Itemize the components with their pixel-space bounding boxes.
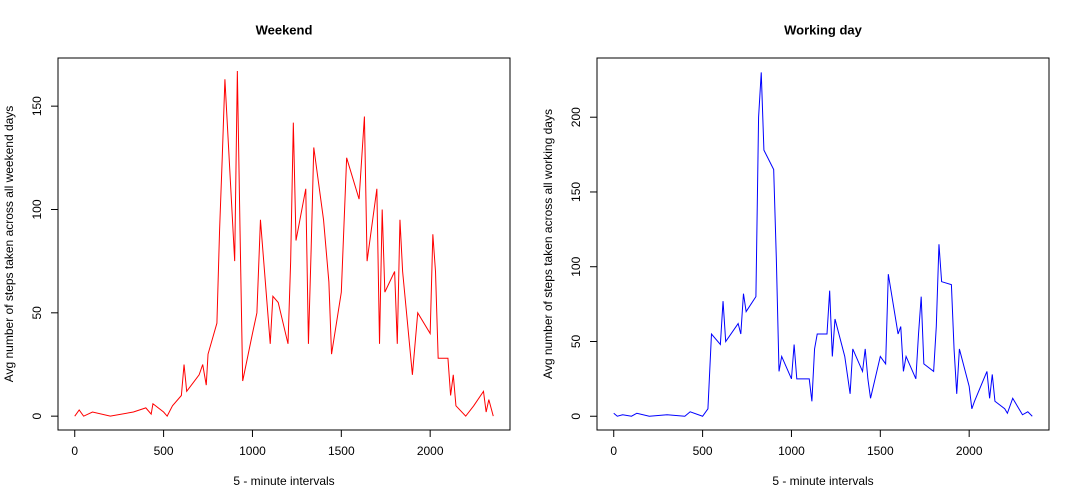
y-axis-label: Avg number of steps taken across all wor… bbox=[541, 109, 555, 379]
y-tick-label: 0 bbox=[569, 413, 583, 420]
plot-box bbox=[57, 57, 511, 431]
y-tick-label: 150 bbox=[30, 96, 44, 116]
y-tick-label: 50 bbox=[30, 306, 44, 320]
x-tick-label: 1500 bbox=[328, 444, 355, 458]
x-tick-label: 500 bbox=[693, 444, 713, 458]
chart-title: Weekend bbox=[256, 22, 313, 37]
y-tick-label: 150 bbox=[569, 182, 583, 202]
x-tick-label: 2000 bbox=[417, 444, 444, 458]
x-tick-label: 2000 bbox=[956, 444, 983, 458]
x-tick-label: 1500 bbox=[867, 444, 894, 458]
x-tick-label: 1000 bbox=[778, 444, 805, 458]
data-line bbox=[613, 72, 1033, 417]
x-tick-label: 0 bbox=[71, 444, 78, 458]
chart-title: Working day bbox=[784, 22, 863, 37]
data-line bbox=[74, 71, 494, 418]
plot-box bbox=[596, 57, 1050, 431]
x-axis-label: 5 - minute intervals bbox=[233, 474, 334, 488]
y-tick-label: 100 bbox=[30, 199, 44, 219]
y-axis-label: Avg number of steps taken across all wee… bbox=[2, 106, 16, 383]
x-axis-label: 5 - minute intervals bbox=[772, 474, 873, 488]
x-tick-label: 500 bbox=[154, 444, 174, 458]
y-tick-label: 50 bbox=[569, 334, 583, 348]
y-tick-label: 200 bbox=[569, 107, 583, 127]
x-tick-label: 0 bbox=[610, 444, 617, 458]
y-tick-label: 100 bbox=[569, 256, 583, 276]
y-tick-label: 0 bbox=[30, 412, 44, 419]
x-tick-label: 1000 bbox=[239, 444, 266, 458]
